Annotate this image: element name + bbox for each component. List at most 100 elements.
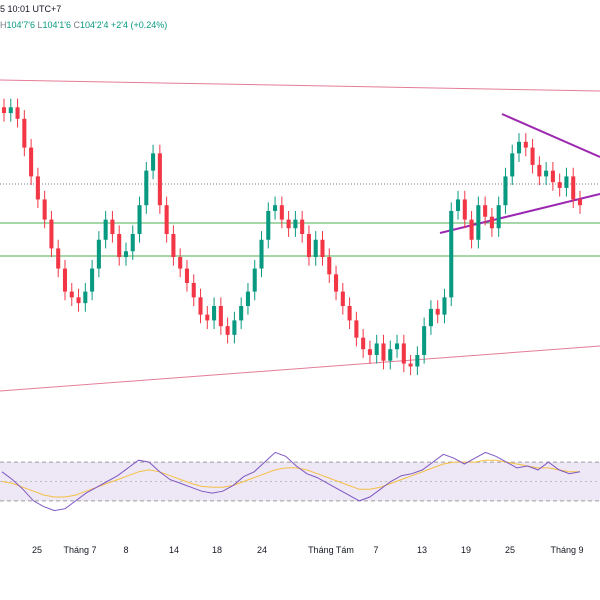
candle-body — [252, 268, 257, 292]
candle-body — [313, 239, 318, 258]
candle-body — [245, 291, 250, 306]
candle-body — [259, 239, 264, 269]
candle-body — [381, 343, 386, 361]
candle-body — [503, 176, 508, 206]
candle-body — [523, 141, 528, 148]
candle-body — [334, 274, 339, 292]
high-label: H — [0, 20, 7, 30]
candle-body — [96, 239, 101, 269]
candle-body — [300, 219, 305, 234]
candle-body — [340, 291, 345, 306]
candle-body — [557, 182, 562, 188]
candle-body — [56, 248, 61, 269]
candle-body — [455, 199, 461, 211]
change-value: +2'4 (+0.24%) — [110, 20, 168, 30]
candle-body — [483, 205, 488, 217]
x-tick-label: Tháng 9 — [550, 545, 583, 555]
candle-body — [35, 176, 40, 200]
candle-body — [354, 320, 359, 338]
candle-body — [496, 205, 501, 229]
candle-body — [117, 234, 122, 258]
candle-body — [273, 205, 278, 211]
candle-body — [510, 153, 515, 177]
candle-body — [462, 199, 467, 220]
candle-body — [212, 306, 217, 321]
candle-body — [286, 219, 291, 229]
x-tick-label: 25 — [505, 545, 515, 555]
candle-body — [537, 164, 542, 177]
x-tick-label: 13 — [417, 545, 427, 555]
candle-body — [76, 297, 81, 304]
candle-body — [62, 268, 68, 292]
candle-body — [320, 239, 325, 258]
candle-body — [83, 291, 88, 304]
candle-body — [279, 205, 284, 220]
candle-body — [123, 251, 129, 258]
candle-body — [191, 282, 196, 298]
candle-body — [144, 170, 149, 206]
candle-body — [550, 170, 555, 183]
candle-body — [178, 257, 183, 269]
candle-body — [157, 153, 162, 206]
x-tick-label: 24 — [257, 545, 267, 555]
lower-channel-line — [0, 345, 600, 392]
candle-body — [239, 306, 244, 321]
high-value: 104'7'6 — [6, 20, 35, 30]
candle-body — [564, 176, 569, 188]
rsi-line — [1, 451, 581, 512]
candle-body — [151, 153, 156, 171]
candle-body — [198, 297, 203, 315]
ohlc-readout: H104'7'6 L104'1'6 C104'2'4 +2'4 (+0.24%) — [0, 20, 167, 30]
candle-body — [571, 176, 576, 200]
candle-body — [530, 147, 535, 165]
low-value: 104'1'6 — [42, 20, 71, 30]
candle-body — [489, 216, 494, 229]
candle-body — [103, 219, 108, 240]
candle-body — [22, 118, 27, 148]
candle-body — [232, 320, 237, 335]
candle-body — [49, 219, 54, 249]
candle-body — [422, 326, 427, 355]
candle-body — [395, 343, 400, 350]
x-tick-label: 19 — [461, 545, 471, 555]
candle-body — [171, 234, 176, 258]
candle-body — [130, 234, 135, 252]
candles — [1, 98, 583, 376]
candle-body — [428, 308, 433, 327]
candle-body — [69, 291, 74, 298]
candle-body — [388, 349, 393, 361]
candle-body — [205, 314, 210, 321]
candle-body — [8, 107, 13, 114]
candle-body — [266, 210, 271, 240]
candle-body — [327, 257, 332, 275]
candle-body — [442, 297, 447, 315]
x-tick-label: 14 — [169, 545, 179, 555]
x-tick-label: 8 — [123, 545, 128, 555]
x-tick-label: Tháng 7 — [63, 545, 96, 555]
close-value: 104'2'4 — [79, 20, 109, 30]
candle-body — [401, 343, 406, 364]
candle-body — [29, 147, 34, 177]
low-label: L — [37, 20, 43, 30]
rsi-panel — [0, 451, 600, 512]
candle-body — [516, 141, 522, 154]
candle-body — [435, 308, 440, 315]
candle-body — [306, 234, 311, 258]
candle-body — [476, 205, 481, 240]
header-time: 5 10:01 UTC+7 — [0, 4, 62, 14]
candle-body — [1, 107, 7, 114]
candle-body — [15, 107, 20, 119]
candle-body — [374, 343, 379, 355]
candle-body — [469, 219, 474, 240]
candle-body — [408, 363, 413, 367]
upper-channel-line — [0, 79, 600, 92]
x-axis: 25 Tháng 7 8 14 18 24 Tháng Tám 7 13 19 25 Tháng 9 — [32, 545, 584, 555]
candle-body — [225, 326, 230, 335]
candle-body — [42, 199, 47, 220]
x-tick-label: 25 — [32, 545, 42, 555]
triangle-upper-line — [501, 113, 600, 158]
x-tick-label: 7 — [373, 545, 378, 555]
candle-body — [90, 268, 95, 292]
candle-body — [218, 306, 223, 327]
